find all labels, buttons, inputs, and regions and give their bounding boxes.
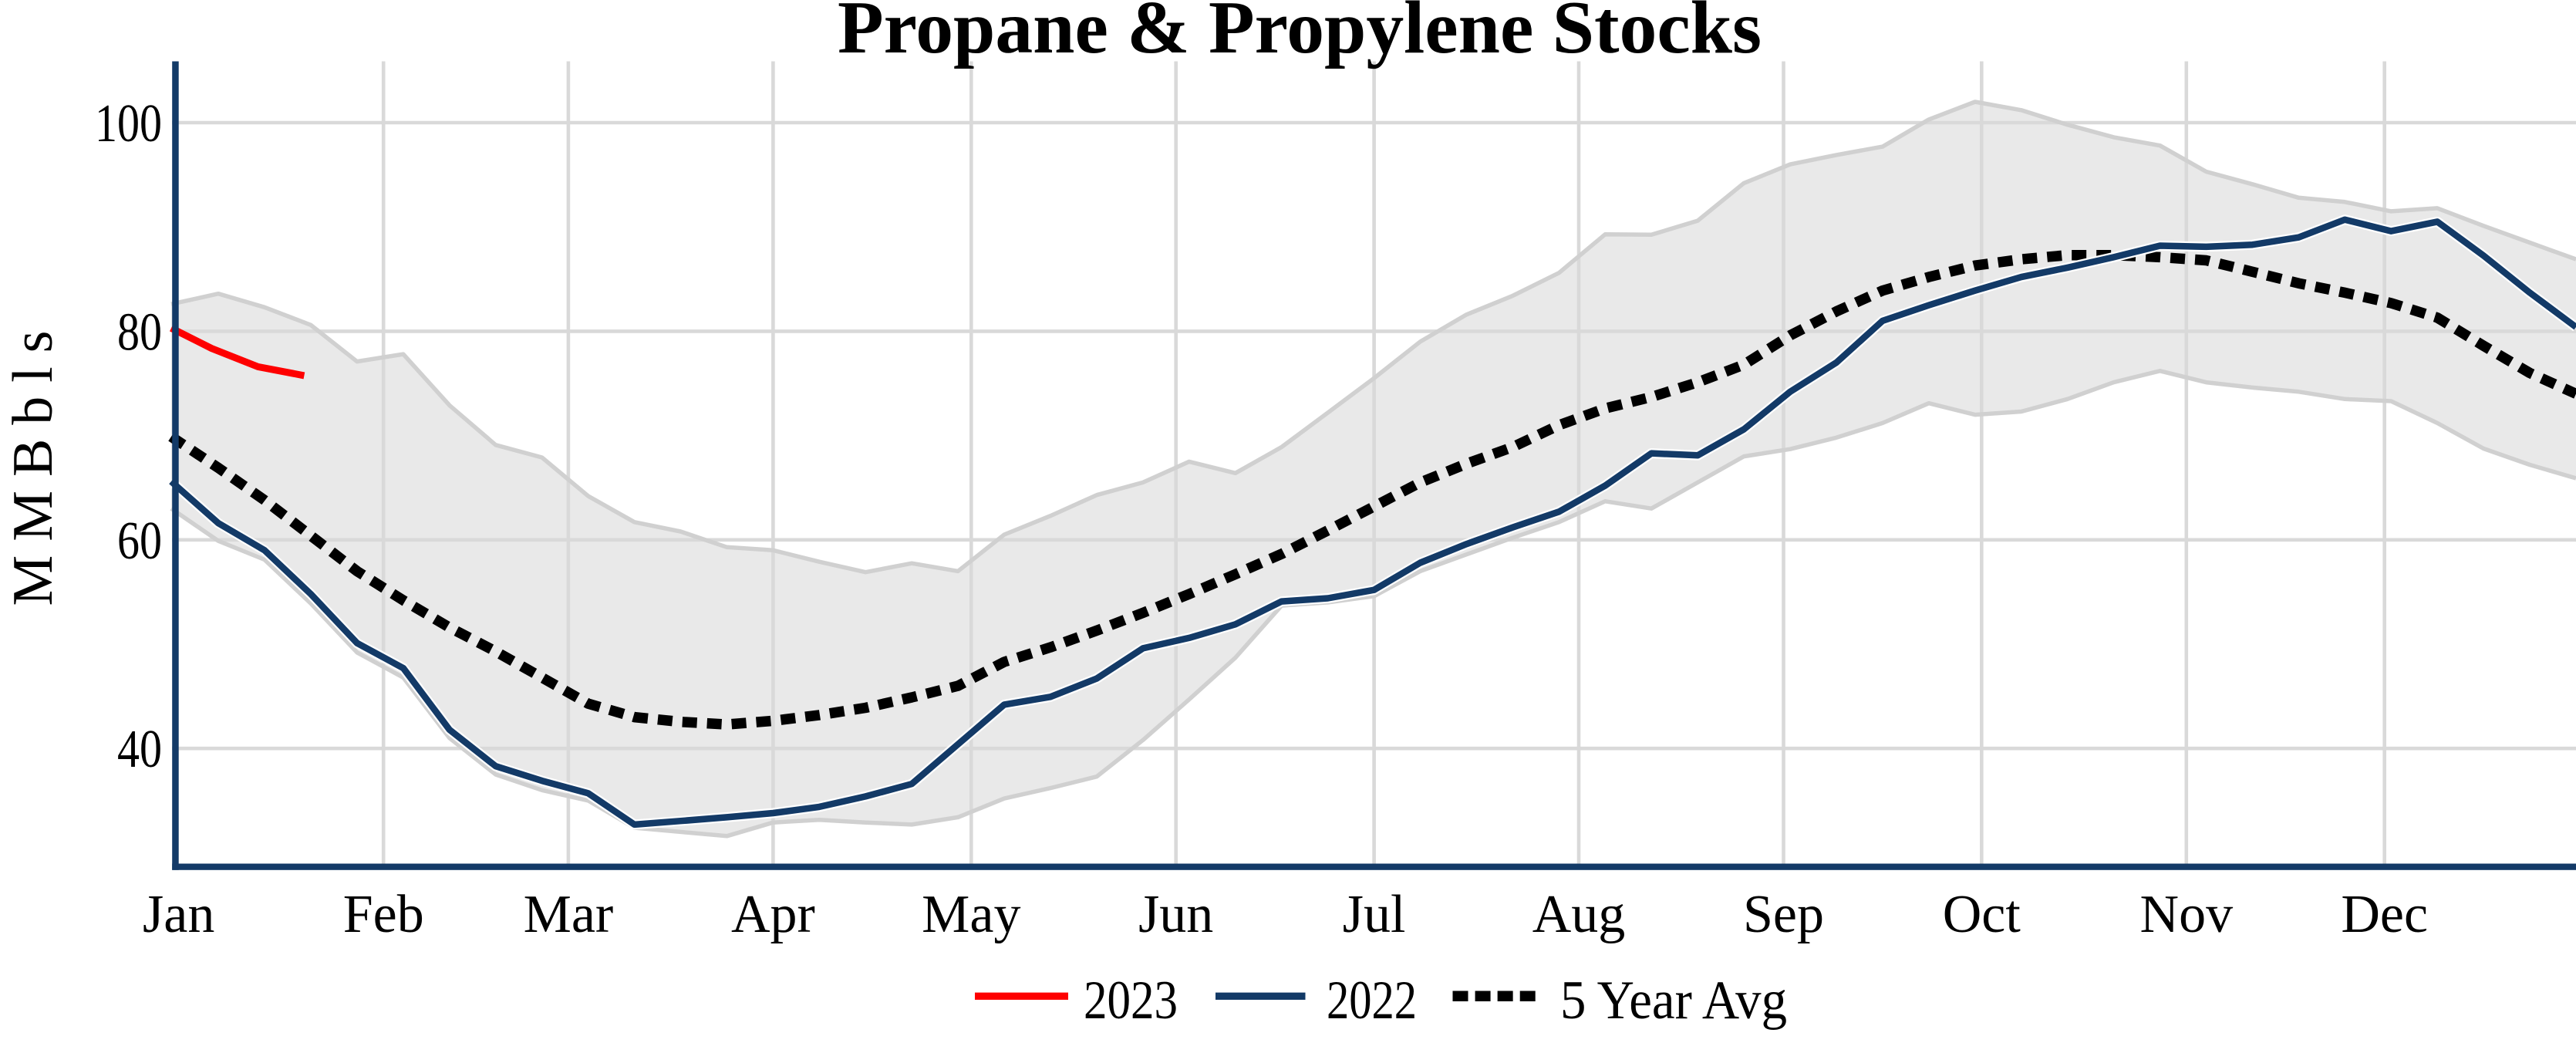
svg-text:Jan: Jan xyxy=(143,885,214,944)
svg-text:Aug: Aug xyxy=(1532,885,1626,944)
svg-text:May: May xyxy=(922,885,1020,944)
svg-text:80: 80 xyxy=(117,302,162,362)
svg-text:5 Year Avg: 5 Year Avg xyxy=(1560,970,1787,1031)
svg-text:Propane & Propylene Stocks: Propane & Propylene Stocks xyxy=(838,0,1762,69)
svg-text:Nov: Nov xyxy=(2140,885,2234,944)
svg-text:MMBbls: MMBbls xyxy=(2,331,65,606)
svg-text:Mar: Mar xyxy=(524,885,614,944)
svg-text:60: 60 xyxy=(117,511,162,571)
svg-text:Apr: Apr xyxy=(731,885,815,944)
svg-text:Oct: Oct xyxy=(1943,885,2021,944)
svg-text:2023: 2023 xyxy=(1084,970,1178,1031)
svg-text:Sep: Sep xyxy=(1743,885,1824,944)
svg-text:2022: 2022 xyxy=(1327,970,1417,1031)
svg-text:Dec: Dec xyxy=(2341,885,2428,944)
svg-text:Jun: Jun xyxy=(1138,885,1213,944)
svg-text:40: 40 xyxy=(117,720,162,779)
svg-text:Jul: Jul xyxy=(1343,885,1406,944)
svg-text:Feb: Feb xyxy=(343,885,424,944)
svg-text:100: 100 xyxy=(95,94,162,154)
